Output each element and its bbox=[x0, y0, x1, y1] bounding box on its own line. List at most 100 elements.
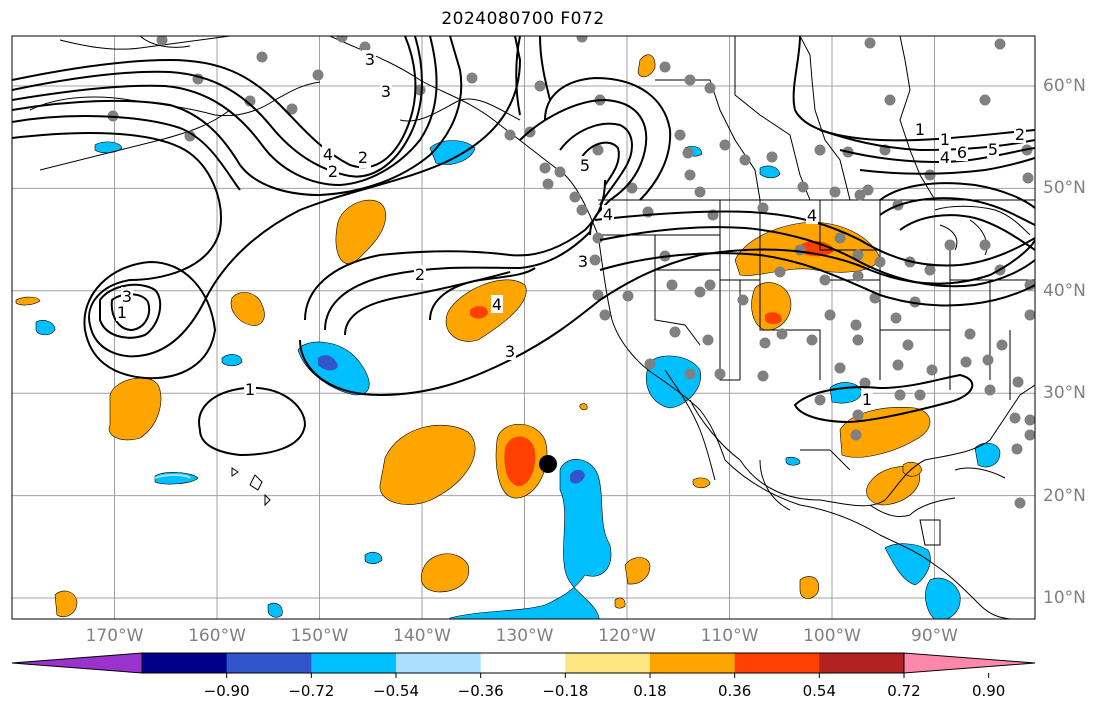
latitude-tick-label: 20°N bbox=[1043, 485, 1086, 506]
contour-label: 1 bbox=[245, 380, 255, 399]
observation-dot bbox=[504, 129, 516, 141]
observation-dot bbox=[1014, 497, 1026, 509]
observation-dot bbox=[850, 429, 862, 441]
observation-dot bbox=[1024, 429, 1035, 441]
observation-dot bbox=[592, 144, 604, 156]
observation-dot bbox=[859, 377, 871, 389]
contour-label: 2 bbox=[1015, 125, 1025, 144]
observation-dot bbox=[682, 147, 694, 159]
observation-dot bbox=[576, 36, 588, 43]
observation-dot bbox=[994, 38, 1006, 50]
contour-label-background bbox=[491, 295, 503, 313]
observation-dot bbox=[979, 239, 991, 251]
observation-dot bbox=[890, 312, 902, 324]
observation-dot bbox=[806, 334, 818, 346]
contour-label-background bbox=[244, 380, 256, 398]
colorbar-segment bbox=[480, 653, 566, 673]
longitude-tick-label: 120°W bbox=[598, 626, 656, 646]
contour-label: 3 bbox=[122, 287, 132, 306]
longitude-tick-label: 160°W bbox=[188, 626, 246, 646]
colorbar-extend-max bbox=[903, 652, 1036, 674]
longitude-tick-label: 90°W bbox=[911, 626, 958, 646]
observation-dot bbox=[702, 334, 714, 346]
observation-dot bbox=[797, 181, 809, 193]
observation-dot bbox=[874, 256, 886, 268]
observation-dot bbox=[869, 292, 881, 304]
longitude-tick-label: 150°W bbox=[290, 626, 349, 646]
contour-label: 4 bbox=[323, 145, 333, 164]
observation-dot bbox=[979, 94, 991, 106]
positive-anomaly-shading bbox=[15, 54, 931, 618]
contour-label: 3 bbox=[578, 252, 588, 271]
colorbar-segment bbox=[565, 653, 651, 673]
observation-dot bbox=[757, 370, 769, 382]
observation-dot bbox=[834, 232, 846, 244]
colorbar-tick-label: −0.18 bbox=[542, 682, 589, 700]
contour-label-background bbox=[380, 82, 392, 100]
observation-dot bbox=[884, 94, 896, 106]
contour-label-background bbox=[121, 287, 133, 305]
observation-dot bbox=[622, 290, 634, 302]
observation-dot bbox=[852, 409, 864, 421]
observation-dot bbox=[1024, 414, 1035, 426]
observation-dot bbox=[902, 339, 914, 351]
observation-dot bbox=[542, 178, 554, 190]
observation-dot bbox=[964, 328, 976, 340]
colorbar-tick-label: 0.36 bbox=[717, 682, 752, 700]
observation-dot bbox=[1024, 309, 1035, 321]
latitude-tick-label: 10°N bbox=[1043, 588, 1086, 608]
contour-label-background bbox=[939, 130, 951, 148]
observation-dot bbox=[684, 368, 696, 380]
colorbar-segment bbox=[819, 653, 905, 673]
longitude-tick-label: 100°W bbox=[803, 626, 861, 646]
observation-dot bbox=[829, 186, 841, 198]
observation-dot bbox=[984, 384, 996, 396]
storm-position-marker bbox=[539, 455, 557, 473]
observation-dot bbox=[554, 166, 566, 178]
observation-dot bbox=[244, 95, 256, 107]
contour-label-background bbox=[939, 148, 951, 166]
observation-dot bbox=[256, 51, 268, 63]
colorbar-segment bbox=[226, 653, 312, 673]
contour-label: 4 bbox=[807, 206, 817, 225]
contour-label: 1 bbox=[117, 303, 127, 322]
contour-label-background bbox=[504, 342, 516, 360]
observation-dot bbox=[539, 162, 551, 174]
colorbar-tick-label: 0.54 bbox=[802, 682, 837, 700]
observation-dot bbox=[466, 72, 478, 84]
colorbar-segment bbox=[734, 653, 820, 673]
observation-dot bbox=[926, 364, 938, 376]
observation-dot bbox=[592, 232, 604, 244]
colorbar-outline bbox=[141, 652, 905, 674]
observation-dot bbox=[359, 41, 371, 53]
observation-dot bbox=[852, 249, 864, 261]
observation-dot bbox=[599, 309, 611, 321]
observation-dot bbox=[704, 82, 716, 94]
contour-label: 3 bbox=[381, 82, 391, 101]
map-title: 2024080700 F072 bbox=[441, 9, 605, 29]
colorbar-tick-label: 0.90 bbox=[971, 682, 1006, 700]
colorbar-tick-label: −0.72 bbox=[288, 682, 335, 700]
observation-dot bbox=[694, 286, 706, 298]
observation-dot bbox=[852, 334, 864, 346]
observation-dot bbox=[864, 37, 876, 49]
observation-dot bbox=[659, 61, 671, 73]
observation-dot bbox=[834, 362, 846, 374]
colorbar-segment bbox=[396, 653, 482, 673]
colorbar-tick-label: −0.36 bbox=[457, 682, 504, 700]
observation-dot bbox=[996, 339, 1008, 351]
observation-dot bbox=[714, 368, 726, 380]
contour-label: 4 bbox=[492, 295, 502, 314]
observation-dot bbox=[824, 309, 836, 321]
contour-label-background bbox=[914, 120, 926, 138]
contour-label-background bbox=[579, 156, 591, 174]
colorbar-extend-min bbox=[11, 652, 143, 674]
contour-label-background bbox=[806, 206, 818, 224]
contour-label-background bbox=[577, 252, 589, 270]
observation-dot bbox=[862, 184, 874, 196]
colorbar-tick-label: −0.90 bbox=[203, 682, 250, 700]
latitude-tick-label: 60°N bbox=[1043, 76, 1086, 96]
contour-label: 4 bbox=[940, 148, 950, 167]
observation-dot bbox=[766, 151, 778, 163]
observation-dot bbox=[569, 191, 581, 203]
